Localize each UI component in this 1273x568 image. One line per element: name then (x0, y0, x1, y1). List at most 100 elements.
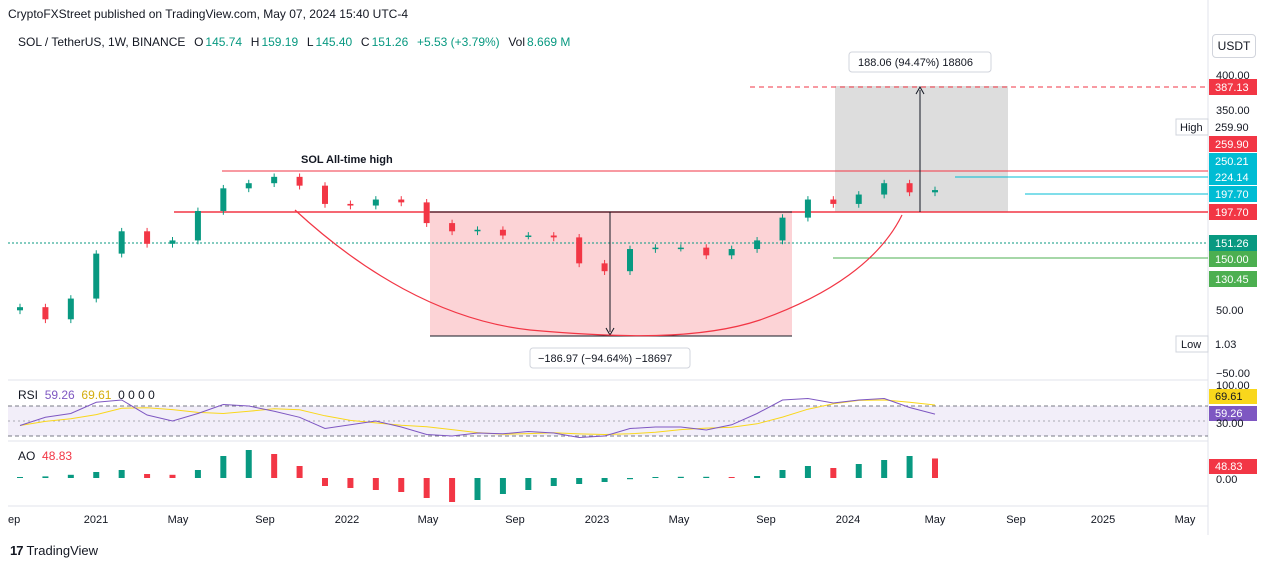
time-axis: ep 2021 May Sep 2022 May Sep 2023 May Sep 2024 May S… (8, 514, 1196, 526)
svg-text:69.61: 69.61 (1215, 391, 1243, 403)
candle-body (372, 199, 379, 206)
drop-measure-box (430, 212, 792, 336)
candle-body (144, 231, 151, 244)
candle-body (93, 253, 100, 299)
ao-bar (42, 476, 49, 478)
time-tick: ep (8, 514, 20, 526)
time-tick: May (669, 514, 690, 526)
ao-bar (169, 474, 176, 478)
candle-body (423, 202, 430, 224)
open-value: 145.74 (205, 35, 243, 49)
time-tick: May (418, 514, 439, 526)
ao-bar (271, 454, 278, 478)
ao-bar (474, 478, 481, 500)
candle-body (67, 298, 74, 320)
svg-text:48.83: 48.83 (1215, 461, 1243, 473)
ao-bar (855, 464, 862, 478)
rsi-tag: 69.61 (1209, 389, 1257, 404)
ath-label: SOL All-time high (301, 154, 393, 166)
svg-text:151.26: 151.26 (1215, 238, 1249, 250)
ao-bar (804, 466, 811, 478)
cup-curve (294, 209, 903, 337)
low-key: Low (1181, 339, 1201, 351)
ao-bar (322, 478, 328, 486)
price-tick: 50.00 (1216, 305, 1244, 317)
high-key-box (1175, 118, 1209, 136)
drop-label-box (529, 347, 691, 369)
symbol-name[interactable]: SOL / TetherUS, 1W, BINANCE (18, 35, 186, 49)
price-tag: 259.90 (1209, 136, 1257, 152)
ao-bar (754, 476, 761, 478)
candle-body (830, 199, 837, 204)
svg-text:130.45: 130.45 (1215, 274, 1249, 286)
close-value: 151.26 (371, 35, 409, 49)
rise-measure-box (835, 86, 1008, 212)
time-tick: Sep (756, 514, 776, 526)
rsi-value: 59.26 (44, 388, 75, 402)
ao-bar (144, 474, 151, 478)
svg-text:197.70: 197.70 (1215, 207, 1249, 219)
candle-body (779, 217, 786, 241)
close-key: C (360, 35, 370, 49)
candle-body (932, 190, 938, 193)
ao-bar (779, 470, 786, 478)
candle-body (550, 235, 557, 238)
svg-text:59.26: 59.26 (1215, 408, 1243, 420)
tradingview-brand: TradingView (26, 543, 99, 558)
rsi-extra-values: 0 0 0 0 (118, 388, 155, 402)
ao-bar (703, 476, 710, 478)
high-key: High (1180, 122, 1203, 134)
ao-legend[interactable]: AO 48.83 (18, 449, 72, 463)
svg-text:150.00: 150.00 (1215, 254, 1249, 266)
price-tag: 250.21 (1209, 153, 1257, 169)
ao-bar (17, 477, 23, 478)
ao-bar (372, 478, 379, 490)
candle-body (398, 199, 405, 203)
tradingview-footer[interactable]: 17 TradingView (10, 543, 98, 558)
ao-bar (881, 460, 888, 478)
candle-body (906, 183, 913, 193)
candle-body (347, 203, 354, 206)
time-tick: 2023 (585, 514, 609, 526)
time-tick: 2024 (836, 514, 860, 526)
open-key: O (194, 35, 204, 49)
ao-bar (728, 477, 735, 478)
price-tick: −50.00 (1216, 368, 1250, 380)
change-value: +5.53 (+3.79%) (416, 35, 500, 49)
candle-body (271, 176, 278, 184)
time-tick: May (925, 514, 946, 526)
low-value: 145.40 (315, 35, 353, 49)
rsi-tag: 59.26 (1209, 406, 1257, 421)
volume-key: Vol (508, 35, 526, 49)
ao-bar (398, 478, 405, 492)
candle-body (677, 247, 684, 250)
ao-axis-zero: 0.00 (1216, 474, 1237, 486)
price-tag: 130.45 (1209, 271, 1257, 287)
low-key-box (1175, 335, 1209, 353)
candle-body (17, 307, 23, 311)
ao-bar (423, 478, 430, 498)
ao-tag: 48.83 (1209, 459, 1257, 474)
candle-body (881, 183, 888, 195)
candle-body (118, 231, 125, 254)
drop-label: −186.97 (−94.64%) −18697 (538, 353, 672, 365)
candle-body (194, 210, 201, 241)
ao-bar (576, 478, 583, 484)
ao-histogram (17, 450, 938, 502)
rsi-legend[interactable]: RSI 59.26 69.61 0 0 0 0 (18, 388, 155, 402)
price-tag: 197.70 (1209, 186, 1257, 202)
ao-bar (677, 476, 684, 478)
ao-bar (932, 458, 938, 478)
candle-body (499, 229, 506, 236)
time-tick: Sep (1006, 514, 1026, 526)
svg-text:197.70: 197.70 (1215, 189, 1249, 201)
price-tag: 150.00 (1209, 251, 1257, 267)
currency-button[interactable]: USDT (1212, 34, 1256, 58)
volume-value: 8.669 M (527, 35, 571, 49)
candle-body (474, 229, 481, 232)
high-value: 159.19 (261, 35, 299, 49)
high-key: H (250, 35, 260, 49)
rsi-line (19, 397, 936, 439)
ao-bar (601, 478, 608, 482)
